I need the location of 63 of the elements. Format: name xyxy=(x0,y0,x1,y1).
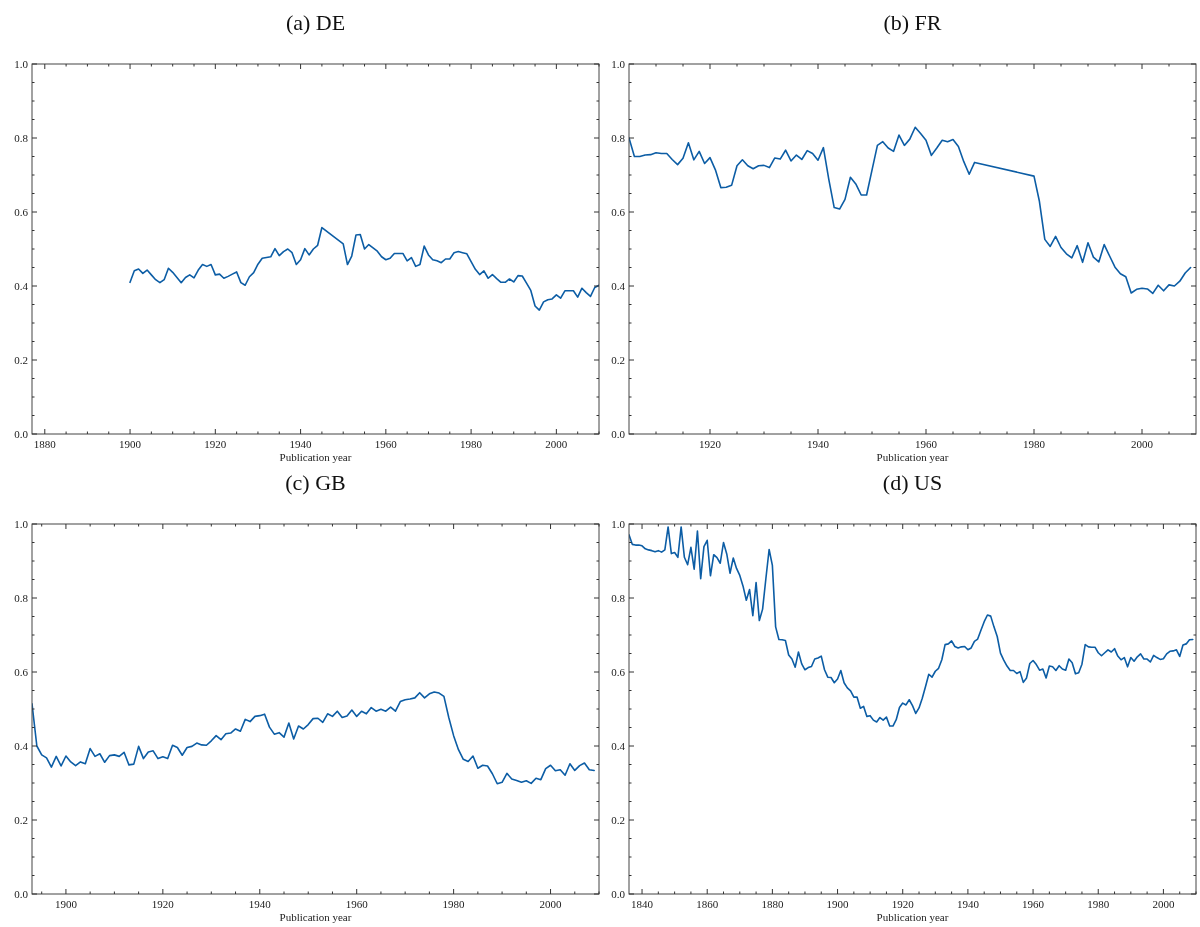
line-series xyxy=(629,526,1194,727)
x-tick-label: 1880 xyxy=(33,438,57,450)
y-tick-label: 0.2 xyxy=(611,814,625,826)
x-tick-label: 1960 xyxy=(1022,898,1045,910)
x-tick-label: 1980 xyxy=(460,438,483,450)
x-axis-title: Publication year xyxy=(876,911,949,923)
y-tick-label: 0.4 xyxy=(14,280,29,292)
y-tick-label: 0.0 xyxy=(611,888,626,900)
y-tick-label: 0.8 xyxy=(611,592,626,604)
line-series xyxy=(32,691,595,785)
x-tick-label: 2000 xyxy=(545,438,568,450)
y-tick-label: 0.8 xyxy=(14,592,29,604)
y-tick-label: 0.8 xyxy=(14,132,29,144)
x-axis-title: Publication year xyxy=(279,451,352,463)
chart-title: (b) FR xyxy=(883,10,942,35)
chart-title: (d) US xyxy=(882,470,943,495)
y-tick-label: 0.0 xyxy=(611,428,626,440)
x-tick-label: 1920 xyxy=(699,438,722,450)
x-tick-label: 1980 xyxy=(1023,438,1046,450)
y-tick-label: 0.6 xyxy=(14,666,29,678)
y-tick-label: 1.0 xyxy=(14,518,29,530)
x-tick-label: 1880 xyxy=(761,898,784,910)
y-tick-label: 1.0 xyxy=(611,518,626,530)
x-axis-title: Publication year xyxy=(279,911,352,923)
line-series xyxy=(129,226,599,311)
y-tick-label: 0.2 xyxy=(611,354,625,366)
x-tick-label: 1840 xyxy=(631,898,654,910)
x-tick-label: 1960 xyxy=(915,438,938,450)
y-tick-label: 1.0 xyxy=(14,58,29,70)
y-tick-label: 0.2 xyxy=(14,354,28,366)
x-tick-label: 1940 xyxy=(956,898,980,910)
x-tick-label: 2000 xyxy=(539,898,563,910)
chart-title: (a) DE xyxy=(285,10,346,35)
x-tick-label: 1900 xyxy=(54,898,78,910)
y-tick-label: 0.4 xyxy=(611,740,626,752)
x-tick-label: 2000 xyxy=(1152,898,1175,910)
x-tick-label: 1920 xyxy=(151,898,175,910)
y-tick-label: 0.8 xyxy=(611,132,626,144)
x-tick-label: 1920 xyxy=(891,898,915,910)
x-tick-label: 1960 xyxy=(374,438,398,450)
chart-title: (c) GB xyxy=(285,470,346,495)
x-tick-label: 1980 xyxy=(1087,898,1110,910)
x-tick-label: 1940 xyxy=(289,438,313,450)
y-tick-label: 0.2 xyxy=(14,814,28,826)
y-tick-label: 0.0 xyxy=(14,888,29,900)
x-tick-label: 2000 xyxy=(1131,438,1154,450)
x-tick-label: 1900 xyxy=(119,438,142,450)
x-tick-label: 1940 xyxy=(807,438,830,450)
x-tick-label: 1960 xyxy=(345,898,369,910)
y-tick-label: 1.0 xyxy=(611,58,626,70)
y-tick-label: 0.6 xyxy=(611,666,626,678)
y-tick-label: 0.4 xyxy=(14,740,29,752)
x-tick-label: 1980 xyxy=(442,898,466,910)
line-series xyxy=(629,126,1192,295)
x-tick-label: 1940 xyxy=(248,898,272,910)
x-tick-label: 1920 xyxy=(204,438,227,450)
y-tick-label: 0.4 xyxy=(611,280,626,292)
x-axis-title: Publication year xyxy=(876,451,949,463)
y-tick-label: 0.0 xyxy=(14,428,29,440)
y-tick-label: 0.6 xyxy=(611,206,626,218)
y-tick-label: 0.6 xyxy=(14,206,29,218)
x-tick-label: 1860 xyxy=(696,898,719,910)
x-tick-label: 1900 xyxy=(826,898,850,910)
